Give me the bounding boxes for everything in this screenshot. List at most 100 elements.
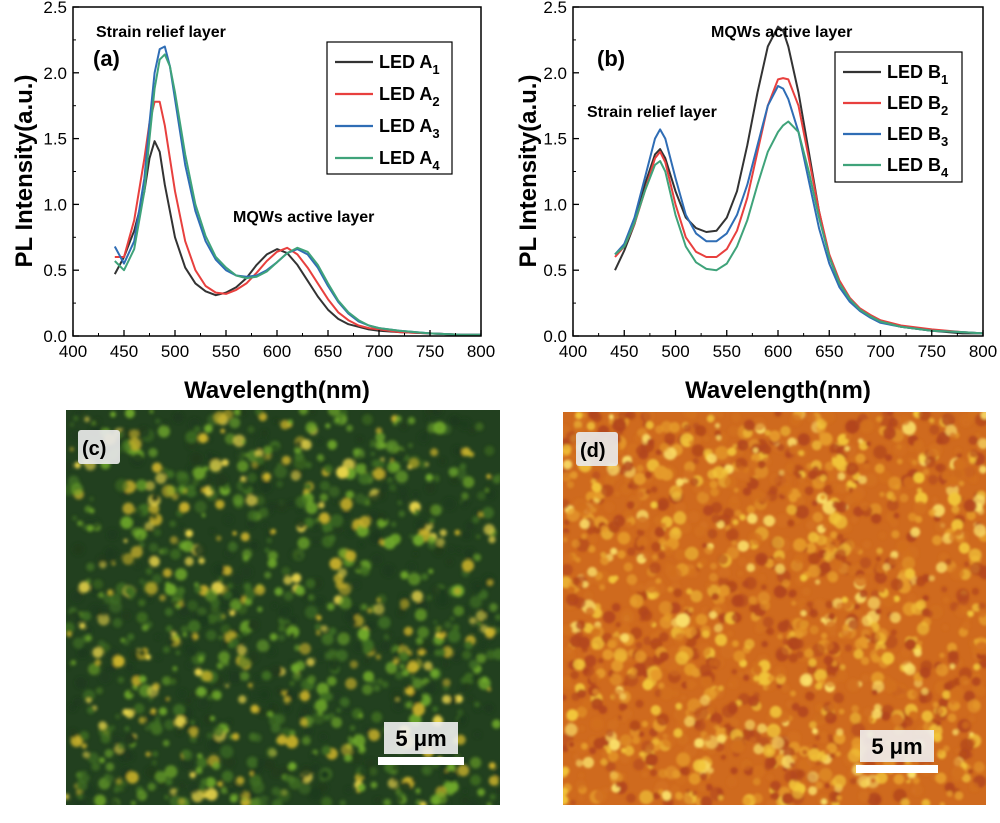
speckle-dot [330,514,343,528]
speckle-dot [241,481,250,491]
speckle-dot [164,765,178,778]
speckle-dot [129,429,140,439]
speckle-dot [135,479,148,492]
speckle-dot [942,624,949,631]
speckle-dot [901,556,916,570]
speckle-dot [579,519,590,530]
speckle-dot [397,500,402,505]
speckle-dot [465,521,475,531]
speckle-dot [178,605,190,617]
speckle-dot [800,574,808,582]
speckle-dot [932,732,943,743]
speckle-dot [626,501,635,510]
speckle-dot [104,749,114,758]
speckle-dot [706,414,715,423]
speckle-dot [615,622,622,628]
speckle-dot [362,684,373,695]
speckle-dot [201,513,206,518]
scale-label-d: 5 μm [871,734,922,759]
speckle-dot [274,587,283,596]
speckle-dot [138,426,150,438]
speckle-dot [731,612,742,623]
speckle-dot [266,531,272,538]
speckle-dot [742,796,752,805]
speckle-dot [769,705,782,718]
speckle-dot [76,793,84,800]
speckle-dot [89,496,94,502]
speckle-dot [155,634,161,640]
speckle-dot [834,501,844,511]
speckle-dot [952,729,959,736]
speckle-dot [315,518,320,523]
speckle-dot [607,640,616,649]
speckle-dot [123,538,128,544]
speckle-dot [573,753,580,760]
speckle-dot [73,697,83,707]
speckle-dot [952,758,962,768]
speckle-dot [900,415,911,426]
speckle-dot [935,521,946,533]
speckle-dot [642,551,651,560]
speckle-dot [254,674,262,682]
speckle-dot [223,590,232,600]
speckle-dot [710,712,723,725]
speckle-dot [710,721,719,730]
speckle-dot [481,676,488,683]
speckle-dot [117,552,123,558]
speckle-dot [972,701,981,710]
speckle-dot [821,798,827,805]
speckle-dot [947,642,957,653]
speckle-dot [326,602,335,611]
speckle-dot [495,621,500,629]
speckle-dot [145,582,158,595]
speckle-dot [775,514,789,527]
speckle-dot [876,416,883,423]
speckle-dot [164,607,173,617]
speckle-dot [639,790,654,805]
speckle-dot [928,575,936,582]
speckle-dot [635,516,650,531]
speckle-dot [696,643,711,658]
speckle-dot [125,733,132,740]
speckle-dot [281,455,291,465]
speckle-dot [430,669,439,678]
speckle-dot [464,640,474,650]
speckle-dot [594,603,601,610]
speckle-dot [171,493,179,501]
speckle-dot [590,628,601,639]
speckle-dot [878,470,891,484]
speckle-dot [795,472,802,479]
speckle-dot [636,464,644,472]
speckle-dot [962,721,970,729]
speckle-dot [468,659,479,670]
speckle-dot [321,745,332,756]
speckle-dot [962,773,971,783]
speckle-dot [706,705,716,715]
speckle-dot [760,600,771,611]
speckle-dot [570,670,579,680]
speckle-dot [360,566,370,577]
speckle-dot [126,664,134,672]
speckle-dot [206,476,213,483]
speckle-dot [207,738,220,752]
speckle-dot [216,662,224,670]
speckle-dot [752,793,763,804]
chart-panel-b: 400 450 500 550 600 650 700 750 8000.00.51.01.52… [515,0,997,404]
y-tick-label-b-2: 1.0 [543,195,567,214]
speckle-dot [860,656,870,666]
speckle-dot [743,674,750,681]
speckle-dot [457,764,470,777]
speckle-dot [904,638,917,651]
scale-bar-d [856,765,938,773]
speckle-dot [744,719,756,730]
speckle-dot [594,789,608,803]
speckle-dot [78,581,91,593]
speckle-dot [661,733,676,748]
speckle-dot [860,502,869,511]
speckle-dot [451,653,461,663]
speckle-dot [333,499,338,504]
speckle-dot [254,455,265,465]
speckle-dot [378,616,391,629]
speckle-dot [563,459,573,470]
speckle-dot [73,416,79,421]
